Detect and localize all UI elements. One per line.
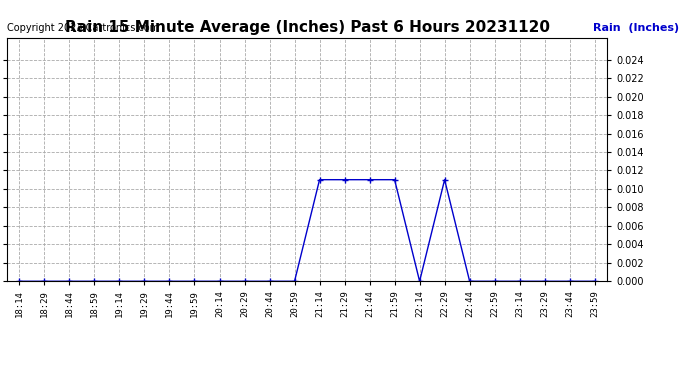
Title: Rain 15 Minute Average (Inches) Past 6 Hours 20231120: Rain 15 Minute Average (Inches) Past 6 H… bbox=[65, 20, 549, 35]
Text: Copyright 2023 Cartronics.com: Copyright 2023 Cartronics.com bbox=[7, 22, 159, 33]
Text: Rain  (Inches): Rain (Inches) bbox=[593, 22, 679, 33]
